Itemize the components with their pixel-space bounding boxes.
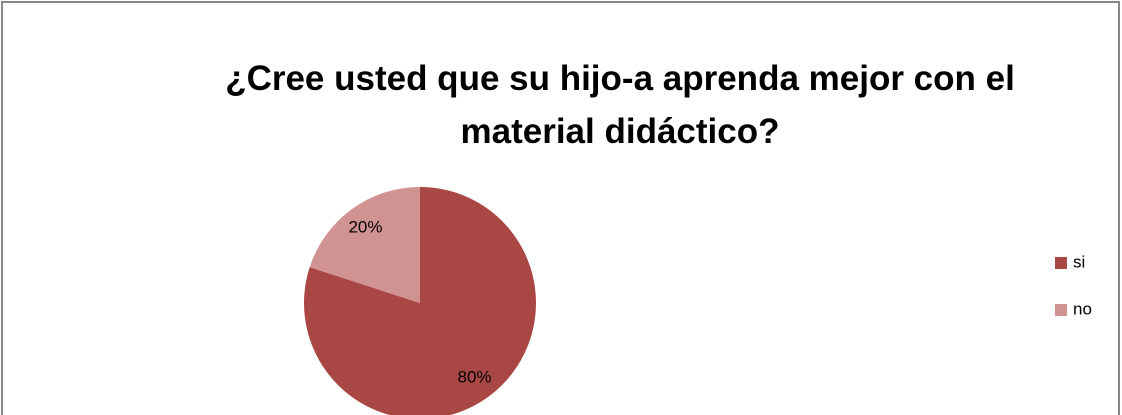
data-label: 80% [458,368,492,387]
pie-slice [309,187,420,303]
legend-swatch [1055,257,1067,269]
pie-slice [304,187,536,415]
chart-title: ¿Cree usted que su hijo-a aprenda mejor … [225,59,1015,151]
legend-swatch [1055,304,1067,316]
data-label: 20% [348,217,382,236]
legend-label: no [1073,299,1092,318]
legend-label: si [1073,252,1085,271]
